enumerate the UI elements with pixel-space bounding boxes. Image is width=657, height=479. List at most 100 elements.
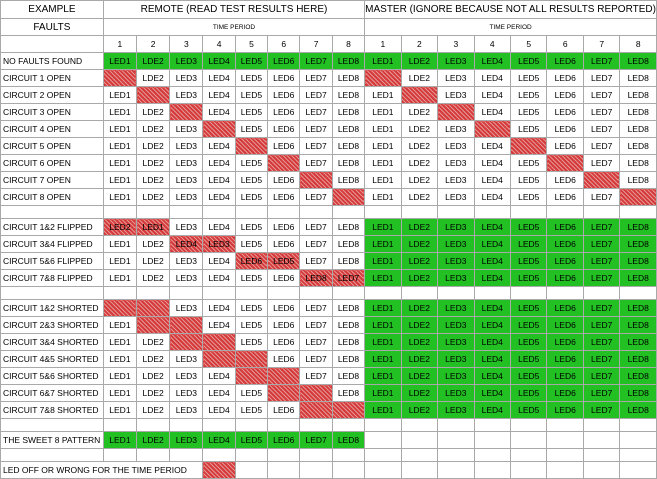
master-led-cell: LED5: [510, 235, 548, 253]
remote-led-cell: LED8: [331, 171, 366, 189]
master-led-cell: LED5: [510, 299, 548, 317]
remote-led-cell: LED3: [169, 86, 204, 104]
empty-cell: [510, 448, 548, 462]
master-period-5: 5: [510, 35, 548, 53]
remote-led-cell: LED3: [169, 188, 204, 206]
master-led-cell: [437, 431, 475, 449]
master-led-cell: LED7: [582, 86, 621, 104]
row-label: CIRCUIT 1&2 FLIPPED: [0, 218, 104, 236]
remote-led-cell: [169, 103, 204, 121]
remote-led-cell: LED1: [102, 120, 138, 138]
master-led-cell: LED7: [582, 69, 621, 87]
remote-led-cell: LED1: [102, 431, 138, 449]
remote-led-cell: LED8: [331, 431, 366, 449]
master-led-cell: LED4: [473, 218, 512, 236]
remote-period-2: 2: [136, 35, 171, 53]
remote-led-cell: LED6: [267, 188, 301, 206]
empty-cell: [364, 205, 402, 219]
remote-led-cell: [234, 137, 269, 155]
remote-led-cell: [202, 120, 236, 138]
empty-cell: [331, 461, 366, 479]
remote-led-cell: LED1: [102, 86, 138, 104]
master-led-cell: LED3: [437, 120, 475, 138]
master-led-cell: LED1: [364, 154, 402, 172]
master-led-cell: LED3: [437, 235, 475, 253]
master-led-cell: LED8: [619, 235, 657, 253]
table-row: CIRCUIT 7&8 SHORTED LED1 LDE2 LED3 LED4 LED5 L…: [0, 401, 657, 419]
master-led-cell: LED3: [437, 269, 475, 287]
remote-led-cell: LED8: [331, 350, 366, 368]
master-led-cell: LED1: [364, 401, 402, 419]
master-led-cell: LED1: [364, 137, 402, 155]
master-led-cell: [582, 431, 621, 449]
empty-cell: [546, 286, 584, 300]
remote-led-cell: LED4: [202, 188, 236, 206]
spacer-row: [0, 448, 657, 462]
empty-cell: [234, 286, 269, 300]
empty-cell: [136, 418, 171, 432]
master-led-cell: LED3: [437, 137, 475, 155]
master-led-cell: LED7: [582, 350, 621, 368]
remote-led-cell: LED7: [299, 120, 333, 138]
master-led-cell: LED8: [619, 401, 657, 419]
empty-cell: [400, 286, 439, 300]
remote-led-cell: LED4: [202, 401, 236, 419]
remote-led-cell: LDE2: [136, 252, 171, 270]
table-row: CIRCUIT 3 OPEN LED1 LDE2 LED4 LED5 LED6 LED7 LE…: [0, 103, 657, 121]
master-led-cell: [473, 120, 512, 138]
remote-led-cell: LED4: [202, 171, 236, 189]
master-title: MASTER (IGNORE BECAUSE NOT ALL RESULTS R…: [364, 0, 657, 19]
master-led-cell: LED4: [473, 316, 512, 334]
row-label: CIRCUIT 7 OPEN: [0, 171, 104, 189]
master-led-cell: LED6: [546, 384, 584, 402]
remote-led-cell: LDE2: [136, 401, 171, 419]
empty-cell: [473, 286, 512, 300]
master-led-cell: LED4: [473, 350, 512, 368]
empty-cell: [299, 418, 333, 432]
remote-led-cell: [299, 384, 333, 402]
remote-led-cell: LED3: [169, 401, 204, 419]
master-led-cell: LED5: [510, 154, 548, 172]
master-led-cell: LDE2: [400, 103, 439, 121]
master-led-cell: LED5: [510, 188, 548, 206]
master-led-cell: LED4: [473, 86, 512, 104]
empty-cell: [619, 448, 657, 462]
row-label: CIRCUIT 5&6 SHORTED: [0, 367, 104, 385]
master-led-cell: LDE2: [400, 333, 439, 351]
master-led-cell: LED6: [546, 69, 584, 87]
empty-cell: [331, 205, 366, 219]
remote-led-cell: LED7: [299, 86, 333, 104]
row-label: CIRCUIT 6 OPEN: [0, 154, 104, 172]
master-led-cell: LED3: [437, 333, 475, 351]
empty-cell: [364, 286, 402, 300]
table-row: CIRCUIT 3&4 FLIPPED LED1 LDE2 LED4 LED3 LED5 L…: [0, 235, 657, 253]
empty-cell: [299, 286, 333, 300]
remote-led-cell: LED8: [331, 235, 366, 253]
master-led-cell: [437, 103, 475, 121]
remote-led-cell: LED3: [169, 431, 204, 449]
master-led-cell: [619, 431, 657, 449]
remote-led-cell: LED3: [169, 384, 204, 402]
remote-led-cell: LED1: [102, 384, 138, 402]
empty-cell: [437, 205, 475, 219]
master-led-cell: LED1: [364, 384, 402, 402]
empty-cell: [136, 448, 171, 462]
remote-led-cell: LDE2: [136, 188, 171, 206]
remote-led-cell: LED7: [299, 52, 333, 70]
empty-cell: [364, 448, 402, 462]
master-led-cell: LDE2: [400, 52, 439, 70]
remote-led-cell: LED7: [299, 235, 333, 253]
table-row: CIRCUIT 7&8 FLIPPED LED1 LDE2 LED3 LED4 LED5 L…: [0, 269, 657, 287]
remote-led-cell: LED8: [331, 316, 366, 334]
remote-led-cell: LED4: [202, 154, 236, 172]
remote-led-cell: LED8: [299, 269, 333, 287]
remote-led-cell: [102, 299, 138, 317]
empty-cell: [202, 448, 236, 462]
remote-led-cell: LED7: [299, 218, 333, 236]
master-led-cell: LDE2: [400, 69, 439, 87]
remote-led-cell: LED6: [267, 269, 301, 287]
master-led-cell: LED6: [546, 188, 584, 206]
master-led-cell: LED6: [546, 252, 584, 270]
master-led-cell: LED3: [437, 188, 475, 206]
